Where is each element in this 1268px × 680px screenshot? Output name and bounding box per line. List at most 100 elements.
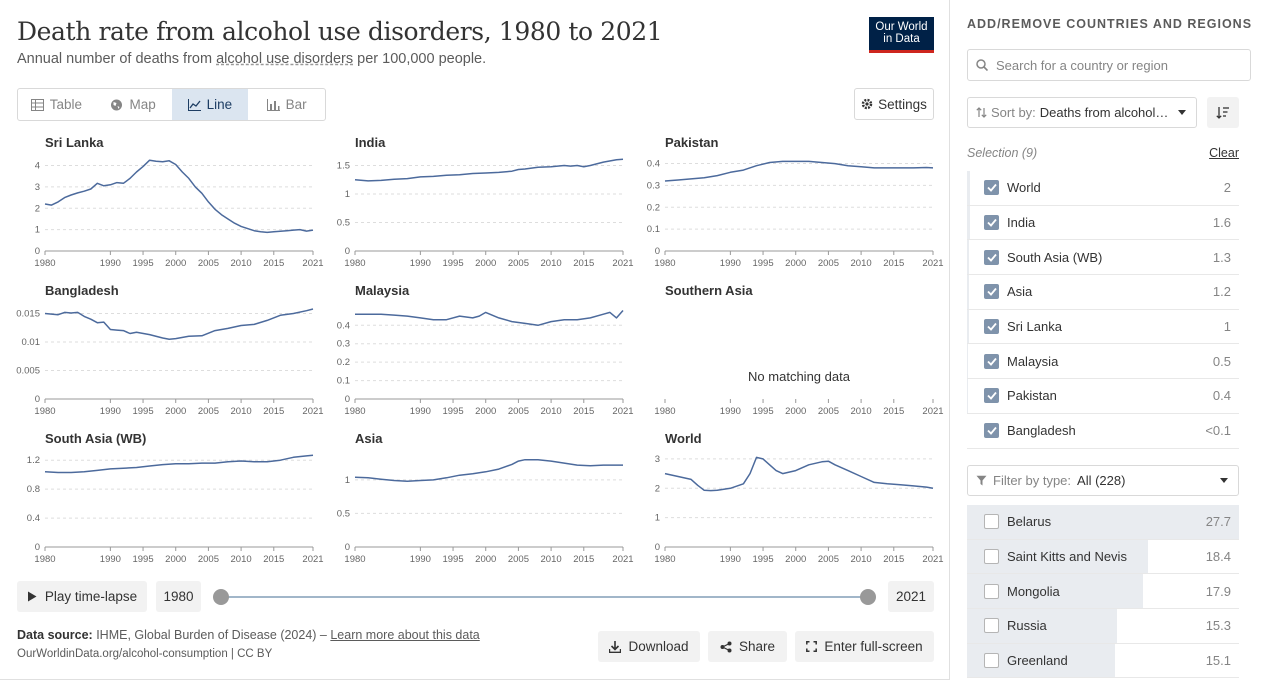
checkbox-unchecked[interactable]	[984, 618, 999, 634]
entity-value: 1	[1223, 319, 1231, 335]
x-tick-label: 2000	[475, 406, 496, 417]
entity-value: 15.3	[1205, 618, 1231, 634]
checkbox-unchecked[interactable]	[984, 549, 999, 565]
timeline-track[interactable]	[221, 596, 868, 598]
timeline-end-handle[interactable]	[860, 589, 876, 605]
x-tick-label: 1995	[752, 258, 773, 269]
entity-row[interactable]: Pakistan 0.4	[967, 379, 1239, 414]
sort-order-button[interactable]	[1207, 97, 1239, 128]
subtitle-text-end: per 100,000 people.	[353, 51, 487, 67]
subtitle-link[interactable]: alcohol use disorders	[216, 51, 354, 67]
checkbox-unchecked[interactable]	[984, 514, 999, 530]
checkbox-checked[interactable]	[984, 284, 999, 300]
checkbox-checked[interactable]	[984, 353, 999, 369]
y-tick-label: 0	[35, 394, 40, 405]
x-tick-label: 2015	[263, 554, 284, 565]
end-year-box[interactable]: 2021	[888, 581, 934, 612]
panel-bangladesh: Bangladesh 1980 1990 1995 2000 2005 2010 2015 20…	[16, 283, 323, 417]
x-tick-label: 1995	[442, 406, 463, 417]
checkbox-checked[interactable]	[984, 388, 999, 404]
series-line	[44, 159, 314, 234]
series-line	[664, 160, 934, 182]
entity-row[interactable]: Russia 15.3	[967, 609, 1239, 644]
y-tick-label: 0.1	[647, 224, 660, 235]
type-filter-dropdown[interactable]: Filter by type: All (228)	[967, 465, 1239, 496]
fullscreen-button[interactable]: Enter full-screen	[795, 631, 934, 662]
entity-row[interactable]: Bangladesh <0.1	[967, 414, 1239, 449]
checkbox-unchecked[interactable]	[984, 583, 999, 599]
tab-bar[interactable]: Bar	[248, 89, 325, 120]
entity-row[interactable]: India 1.6	[967, 205, 1239, 241]
entity-value: 18.4	[1205, 549, 1231, 565]
checkbox-checked[interactable]	[984, 423, 999, 439]
entity-row[interactable]: Greenland 15.1	[967, 643, 1239, 679]
x-tick-label: 2000	[785, 406, 806, 417]
checkbox-checked[interactable]	[984, 215, 999, 231]
x-tick-label: 1980	[344, 554, 365, 565]
fullscreen-label: Enter full-screen	[824, 639, 923, 654]
sort-value: Deaths from alcohol use disorders	[1039, 105, 1170, 120]
start-year-box[interactable]: 1980	[156, 581, 201, 612]
x-tick-label: 2005	[818, 406, 839, 417]
tab-map-label: Map	[129, 97, 156, 112]
entity-row[interactable]: Belarus 27.7	[967, 505, 1239, 540]
entity-value: 27.7	[1205, 514, 1231, 530]
entity-value: 17.9	[1205, 583, 1231, 599]
x-tick-label: 2000	[165, 554, 186, 565]
x-tick-label: 2010	[231, 258, 252, 269]
check-icon	[986, 357, 997, 366]
y-tick-label: 1	[655, 513, 660, 524]
x-tick-label: 1990	[100, 258, 121, 269]
learn-more-link[interactable]: Learn more about this data	[330, 628, 480, 642]
entity-row[interactable]: Asia 1.2	[967, 275, 1239, 310]
x-tick-label: 2021	[612, 258, 633, 269]
x-tick-label: 2010	[851, 406, 872, 417]
tab-line[interactable]: Line	[171, 89, 249, 120]
timeline-start-handle[interactable]	[213, 589, 229, 605]
series-line	[355, 310, 624, 327]
panel-southern-asia: Southern Asia No matching data 1980 1990 199…	[654, 283, 943, 417]
source-url[interactable]: OurWorldinData.org/alcohol-consumption |…	[17, 648, 273, 660]
x-tick-label: 2021	[302, 406, 323, 417]
entity-row[interactable]: Saint Kitts and Nevis 18.4	[967, 539, 1239, 575]
x-tick-label: 2010	[541, 554, 562, 565]
tab-table[interactable]: Table	[18, 89, 95, 120]
y-tick-label: 0.4	[27, 513, 40, 524]
x-tick-label: 2005	[198, 554, 219, 565]
entity-row[interactable]: Mongolia 17.9	[967, 574, 1239, 610]
play-timelapse-button[interactable]: Play time-lapse	[17, 581, 147, 612]
y-tick-label: 2	[655, 483, 660, 494]
sort-dropdown[interactable]: Sort by: Deaths from alcohol use disorde…	[967, 97, 1197, 128]
panel-title: Pakistan	[665, 135, 719, 150]
y-tick-label: 1	[345, 475, 350, 486]
share-button[interactable]: Share	[708, 631, 787, 662]
download-button[interactable]: Download	[598, 631, 700, 662]
entity-value: 1.2	[1212, 284, 1231, 300]
owid-logo[interactable]: Our World in Data	[869, 17, 934, 53]
entity-row[interactable]: South Asia (WB) 1.3	[967, 240, 1239, 276]
y-tick-label: 0.2	[647, 202, 660, 213]
sort-arrows-icon	[976, 107, 987, 118]
selector-heading: ADD/REMOVE COUNTRIES AND REGIONS	[967, 17, 1253, 31]
settings-button[interactable]: Settings	[854, 88, 934, 120]
tab-map[interactable]: Map	[95, 89, 172, 120]
checkbox-checked[interactable]	[984, 180, 999, 196]
panel-title: Malaysia	[355, 283, 410, 298]
panel-title: South Asia (WB)	[45, 431, 146, 446]
panel-pakistan: Pakistan 1980 1990 1995 2000 2005 2010 2015 2021…	[647, 135, 944, 269]
checkbox-checked[interactable]	[984, 249, 999, 265]
checkbox-unchecked[interactable]	[984, 653, 999, 669]
entity-row[interactable]: World 2	[967, 171, 1239, 206]
search-input[interactable]: Search for a country or region	[967, 49, 1251, 81]
entity-value: 0.5	[1212, 353, 1231, 369]
checkbox-checked[interactable]	[984, 319, 999, 335]
x-tick-label: 2000	[785, 554, 806, 565]
entity-name: World	[1007, 180, 1041, 196]
clear-selection-link[interactable]: Clear	[1209, 146, 1239, 160]
x-tick-label: 2010	[541, 258, 562, 269]
y-tick-label: 0	[345, 246, 350, 257]
x-tick-label: 2005	[198, 406, 219, 417]
entity-row[interactable]: Malaysia 0.5	[967, 344, 1239, 380]
entity-row[interactable]: Sri Lanka 1	[967, 309, 1239, 345]
